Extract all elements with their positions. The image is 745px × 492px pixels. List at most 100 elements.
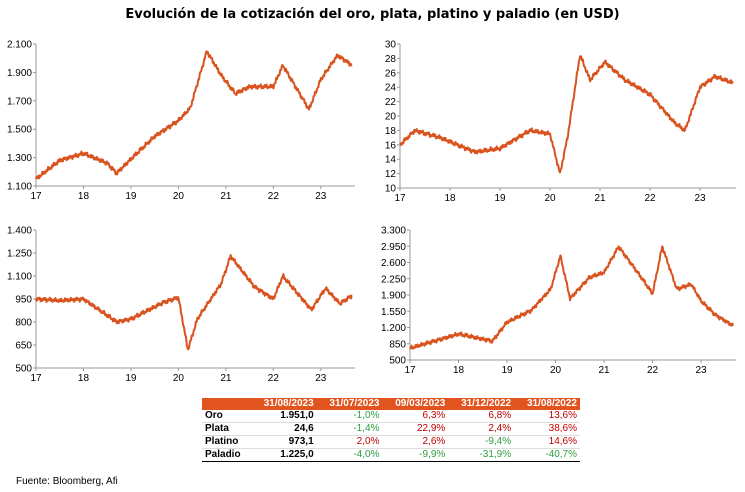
x-tick-label: 17	[30, 373, 42, 384]
y-tick-label: 2.250	[381, 274, 406, 285]
table-row: Platino 973,1 2,0% 2,6% -9,4% 14,6%	[202, 435, 580, 449]
x-tick-label: 23	[315, 191, 327, 202]
metal-name: Paladio	[202, 448, 251, 462]
y-tick-label: 30	[385, 40, 397, 51]
y-tick-label: 950	[15, 295, 32, 306]
y-tick-label: 2.600	[381, 258, 406, 269]
y-tick-label: 1.400	[7, 226, 32, 237]
x-tick-label: 22	[268, 373, 280, 384]
y-tick-label: 650	[15, 341, 32, 352]
y-tick-label: 1.300	[7, 153, 32, 164]
x-tick-label: 23	[694, 193, 706, 204]
x-tick-label: 19	[501, 365, 513, 376]
x-tick-label: 22	[644, 193, 656, 204]
silver-chart: 10 12 14 16 18 20 22 24 26 28 30 17 18 19 20 21 22 23	[385, 40, 736, 204]
x-tick-label: 23	[696, 365, 708, 376]
platinum-chart: 500 650 800 950 1.100 1.250 1.400 17 18 19 20 21 22 2…	[7, 226, 355, 384]
table-header-cell: 31/07/2023	[316, 398, 383, 410]
x-tick-label: 20	[173, 191, 185, 202]
y-tick-label: 1.200	[381, 323, 406, 334]
x-tick-label: 22	[647, 365, 659, 376]
percent-change: -40,7%	[514, 448, 580, 462]
y-tick-label: 2.950	[381, 242, 406, 253]
percent-change: 6,8%	[448, 410, 515, 423]
table-header-row: 31/08/2023 31/07/2023 09/03/2023 31/12/2…	[202, 398, 580, 410]
source-note: Fuente: Bloomberg, Afi	[16, 476, 118, 487]
last-price: 1.225,0	[250, 448, 317, 462]
x-tick-label: 17	[30, 191, 42, 202]
x-tick-label: 20	[173, 373, 185, 384]
y-tick-label: 24	[385, 83, 397, 94]
gold-chart: 1.100 1.300 1.500 1.700 1.900 2.100 17 18 19 20 21…	[7, 40, 355, 202]
y-tick-label: 1.250	[7, 249, 32, 260]
y-tick-label: 2.100	[7, 40, 32, 51]
x-tick-label: 17	[404, 365, 416, 376]
y-tick-label: 1.550	[381, 307, 406, 318]
y-tick-label: 1.700	[7, 96, 32, 107]
y-tick-label: 1.100	[7, 272, 32, 283]
x-tick-label: 22	[268, 191, 280, 202]
last-price: 1.951,0	[250, 410, 317, 423]
y-tick-label: 800	[15, 318, 32, 329]
x-tick-label: 18	[78, 373, 90, 384]
x-tick-label: 19	[125, 191, 137, 202]
percent-change: -9,4%	[448, 435, 515, 449]
table-header-cell: 31/08/2022	[514, 398, 580, 410]
percent-change: -1,4%	[316, 422, 383, 436]
last-price: 973,1	[250, 435, 317, 449]
y-tick-label: 22	[385, 97, 397, 108]
table-row: Plata 24,6 -1,4% 22,9% 2,4% 38,6%	[202, 422, 580, 436]
silver-price-line	[399, 55, 734, 174]
y-tick-label: 12	[385, 169, 397, 180]
metal-name: Oro	[202, 410, 251, 423]
y-tick-label: 26	[385, 68, 397, 79]
percent-change: -1,0%	[316, 410, 383, 423]
x-tick-label: 21	[594, 193, 606, 204]
percent-change: 6,3%	[382, 410, 449, 423]
y-tick-label: 10	[385, 184, 397, 195]
table-row: Paladio 1.225,0 -4,0% -9,9% -31,9% -40,7%	[202, 448, 580, 462]
metal-name: Platino	[202, 435, 251, 449]
y-tick-label: 3.300	[381, 226, 406, 237]
percent-change: 2,6%	[382, 435, 449, 449]
percent-change: 14,6%	[514, 435, 580, 449]
y-tick-label: 1.100	[7, 182, 32, 193]
x-tick-label: 18	[453, 365, 465, 376]
percent-change: -4,0%	[316, 448, 383, 462]
y-tick-label: 500	[389, 356, 406, 367]
x-tick-label: 23	[315, 373, 327, 384]
table-header-cell: 09/03/2023	[382, 398, 449, 410]
last-price: 24,6	[250, 422, 317, 436]
percent-change: 2,4%	[448, 422, 515, 436]
y-tick-label: 850	[389, 339, 406, 350]
table-row: Oro 1.951,0 -1,0% 6,3% 6,8% 13,6%	[202, 410, 580, 423]
y-tick-label: 1.900	[381, 291, 406, 302]
y-tick-label: 1.500	[7, 125, 32, 136]
x-tick-label: 20	[544, 193, 556, 204]
y-tick-label: 20	[385, 112, 397, 123]
chart-title: Evolución de la cotización del oro, plat…	[125, 7, 620, 22]
palladium-price-line	[409, 245, 735, 350]
performance-table: 31/08/2023 31/07/2023 09/03/2023 31/12/2…	[202, 398, 580, 462]
percent-change: -9,9%	[382, 448, 449, 462]
x-tick-label: 17	[394, 193, 406, 204]
y-tick-label: 500	[15, 364, 32, 375]
percent-change: 22,9%	[382, 422, 449, 436]
x-tick-label: 18	[444, 193, 456, 204]
percent-change: -31,9%	[448, 448, 515, 462]
x-tick-label: 19	[125, 373, 137, 384]
table-header-cell	[202, 398, 251, 410]
percent-change: 13,6%	[514, 410, 580, 423]
metal-name: Plata	[202, 422, 251, 436]
y-tick-label: 14	[385, 155, 397, 166]
y-tick-label: 28	[385, 54, 397, 65]
palladium-chart: 500 850 1.200 1.550 1.900 2.250 2.600 2.950 3.30…	[381, 226, 736, 376]
y-tick-label: 16	[385, 140, 397, 151]
x-tick-label: 18	[78, 191, 90, 202]
x-tick-label: 21	[220, 373, 232, 384]
x-tick-label: 20	[550, 365, 562, 376]
platinum-price-line	[35, 254, 353, 351]
y-tick-label: 18	[385, 126, 397, 137]
table-header-cell: 31/08/2023	[250, 398, 317, 410]
gold-price-line	[35, 50, 353, 180]
